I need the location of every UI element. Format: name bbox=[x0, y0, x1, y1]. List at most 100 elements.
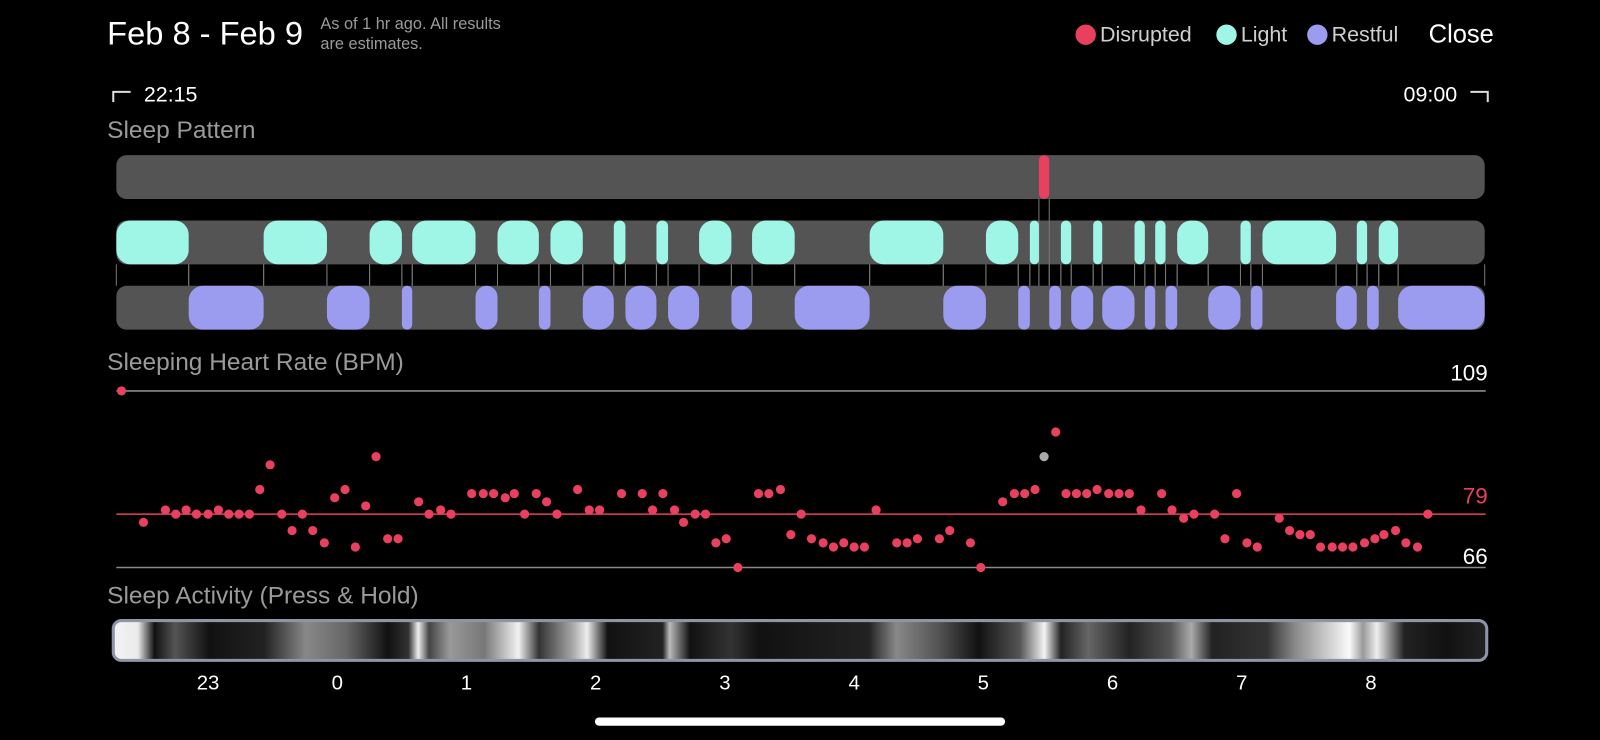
heart-rate-point bbox=[733, 562, 743, 573]
x-tick-label: 5 bbox=[978, 672, 989, 694]
stage-segment bbox=[1018, 285, 1030, 330]
legend-swatch bbox=[1307, 24, 1328, 45]
heart-rate-point bbox=[319, 538, 329, 548]
heart-rate-point bbox=[361, 501, 371, 511]
stage-segment bbox=[1208, 285, 1241, 330]
heart-rate-point bbox=[678, 517, 689, 527]
stage-segment bbox=[752, 220, 795, 265]
heart-rate-point bbox=[181, 505, 191, 515]
stage-segment bbox=[1093, 220, 1103, 265]
heart-rate-point bbox=[828, 542, 839, 552]
stage-segment bbox=[1155, 220, 1166, 265]
heart-rate-point bbox=[244, 509, 255, 519]
close-button[interactable]: Close bbox=[1429, 20, 1494, 48]
heart-rate-point bbox=[1210, 509, 1220, 519]
stage-segment bbox=[538, 285, 551, 330]
stage-segment bbox=[1029, 220, 1039, 265]
heart-rate-point bbox=[1295, 530, 1305, 540]
heart-rate-point bbox=[255, 484, 265, 495]
heart-rate-point bbox=[509, 488, 519, 499]
range-bracket bbox=[112, 90, 131, 103]
heart-rate-point bbox=[1104, 488, 1114, 499]
heart-rate-point bbox=[1348, 542, 1358, 552]
heart-rate-point bbox=[753, 488, 764, 499]
heart-rate-point bbox=[1020, 488, 1030, 499]
stage-segment bbox=[369, 220, 402, 265]
stage-segment bbox=[1060, 220, 1072, 265]
heart-rate-point bbox=[934, 534, 945, 544]
heart-rate-point bbox=[775, 484, 786, 495]
heart-rate-chart: 109 79 66 bbox=[116, 361, 1488, 573]
heart-rate-point bbox=[467, 488, 477, 499]
range-bracket bbox=[1470, 90, 1489, 103]
stage-segment bbox=[943, 285, 986, 330]
heart-rate-point bbox=[647, 505, 658, 515]
heart-rate-point bbox=[764, 488, 774, 499]
stage-segment bbox=[613, 220, 626, 265]
heart-rate-point bbox=[1327, 542, 1337, 552]
heart-rate-point bbox=[191, 509, 202, 519]
stage-segment bbox=[1038, 155, 1050, 200]
stage-segment bbox=[1367, 285, 1379, 330]
stage-segment bbox=[497, 220, 539, 265]
heart-rate-point bbox=[690, 509, 700, 519]
section-title: Sleeping Heart Rate (BPM) bbox=[107, 349, 404, 376]
stage-segment bbox=[1177, 220, 1209, 265]
stage-segment bbox=[1378, 220, 1399, 265]
heart-rate-point bbox=[265, 460, 275, 470]
heart-rate-point bbox=[1359, 538, 1370, 548]
heart-rate-point bbox=[892, 538, 902, 548]
heart-rate-point bbox=[1390, 525, 1401, 536]
legend-swatch bbox=[1216, 24, 1237, 45]
stage-segment bbox=[656, 220, 669, 265]
heart-rate-point bbox=[721, 534, 731, 544]
sleep-pattern bbox=[115, 155, 1486, 330]
heart-rate-point bbox=[203, 509, 213, 519]
heart-rate-point bbox=[1370, 534, 1380, 544]
reference-label: 66 bbox=[1463, 544, 1488, 569]
heart-rate-point bbox=[1305, 530, 1315, 540]
stage-segment bbox=[1336, 285, 1357, 330]
heart-rate-point bbox=[489, 488, 499, 499]
stage-segment bbox=[1240, 220, 1251, 265]
x-tick-label: 0 bbox=[332, 672, 343, 694]
heart-rate-point bbox=[478, 488, 488, 499]
heart-rate-point bbox=[1051, 427, 1061, 437]
heart-rate-point bbox=[1337, 542, 1348, 552]
note-line: As of 1 hr ago. All results bbox=[320, 15, 500, 33]
heart-rate-point bbox=[531, 488, 541, 499]
heart-rate-point bbox=[552, 509, 562, 519]
heart-rate-point bbox=[976, 562, 986, 573]
stage-segment bbox=[401, 285, 413, 330]
range-end: 09:00 bbox=[1404, 83, 1458, 107]
x-tick-label: 7 bbox=[1236, 672, 1247, 694]
stage-segment bbox=[550, 220, 583, 265]
heart-rate-point bbox=[297, 509, 307, 519]
heart-rate-point bbox=[1232, 488, 1242, 499]
section-title: Sleep Activity (Press & Hold) bbox=[107, 583, 419, 610]
heart-rate-point bbox=[234, 509, 244, 519]
heart-rate-point bbox=[213, 505, 223, 515]
heart-rate-point bbox=[669, 505, 680, 515]
heart-rate-point bbox=[700, 509, 711, 519]
stage-segment bbox=[1144, 285, 1156, 330]
heart-rate-point bbox=[849, 542, 859, 552]
x-tick-label: 6 bbox=[1107, 672, 1118, 694]
heart-rate-point bbox=[1124, 488, 1134, 499]
stage-segment bbox=[263, 220, 327, 265]
heart-rate-point bbox=[871, 505, 881, 515]
heart-rate-point bbox=[1136, 505, 1146, 515]
heart-rate-point bbox=[1092, 484, 1102, 495]
stage-segment bbox=[326, 285, 370, 330]
heart-rate-point bbox=[1423, 509, 1433, 519]
heart-rate-point bbox=[1401, 538, 1411, 548]
heart-rate-point bbox=[424, 509, 434, 519]
reference-label: 79 bbox=[1463, 484, 1488, 509]
heart-rate-point bbox=[371, 452, 381, 462]
heart-rate-point bbox=[436, 505, 446, 515]
heart-rate-point bbox=[542, 497, 552, 507]
heart-rate-point bbox=[1189, 509, 1199, 519]
activity-strip[interactable] bbox=[111, 619, 1489, 662]
stage-segment bbox=[869, 220, 944, 265]
x-tick-label: 3 bbox=[719, 672, 730, 694]
